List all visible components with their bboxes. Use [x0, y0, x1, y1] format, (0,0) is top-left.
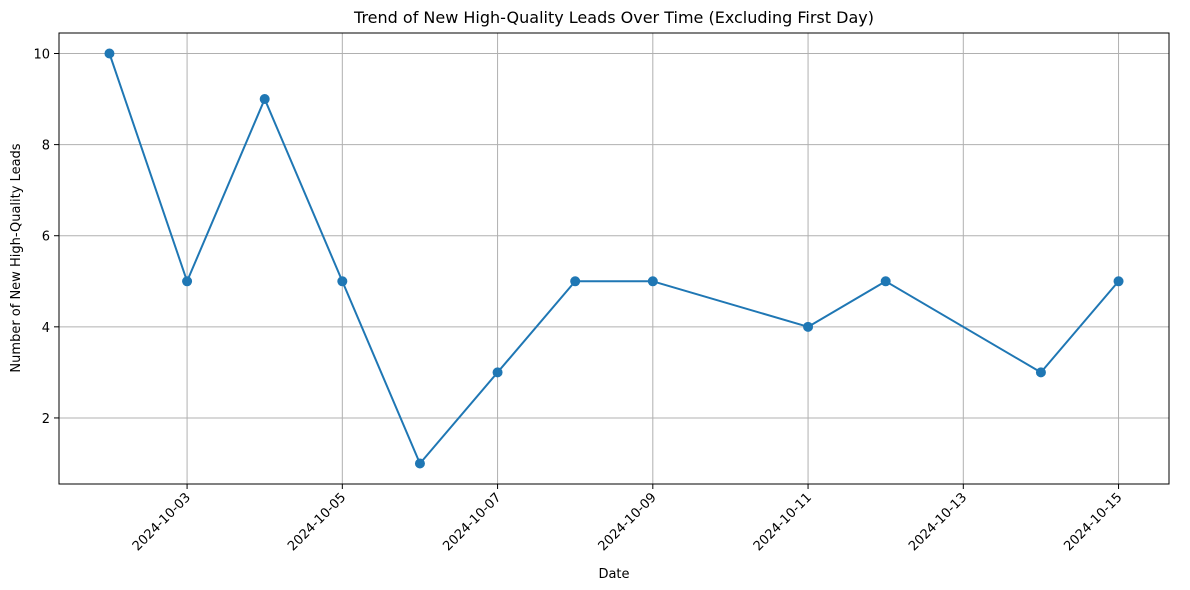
series-line-layer: [108, 53, 1120, 465]
x-tick-label: 2024-10-15: [1061, 490, 1125, 554]
x-tick-label: 2024-10-03: [130, 490, 194, 554]
data-point: [1113, 276, 1124, 287]
y-tick-label: 4: [42, 321, 50, 336]
x-tick-label: 2024-10-07: [440, 490, 504, 554]
data-points-layer: [104, 48, 1124, 469]
y-tick-label: 2: [42, 412, 50, 427]
x-tick-label: 2024-10-11: [751, 490, 815, 554]
y-axis-label: Number of New High-Quality Leads: [9, 143, 24, 372]
grid-layer: [59, 33, 1169, 484]
data-point: [259, 94, 270, 105]
y-tick-label: 8: [42, 139, 50, 154]
data-point: [647, 276, 658, 287]
data-point: [570, 276, 581, 287]
x-tick-label: 2024-10-09: [596, 490, 660, 554]
x-tick-label: 2024-10-05: [285, 490, 349, 554]
series-line: [108, 53, 1120, 465]
data-point: [1035, 367, 1046, 378]
x-tick-label: 2024-10-13: [906, 490, 970, 554]
data-point: [182, 276, 193, 287]
plot-area-frame: [58, 32, 1170, 485]
data-point: [337, 276, 348, 287]
y-tick-label: 10: [33, 48, 50, 63]
chart-title: Trend of New High-Quality Leads Over Tim…: [353, 8, 874, 27]
data-point: [104, 48, 115, 59]
data-point: [414, 458, 425, 469]
data-point: [803, 321, 814, 332]
data-point: [880, 276, 891, 287]
x-axis-label: Date: [598, 567, 629, 582]
y-tick-label: 6: [42, 230, 50, 245]
data-point: [492, 367, 503, 378]
ticks-layer: 2024-10-03 2024-10-05 2024-10-07 2024-10-09…: [33, 48, 1125, 555]
